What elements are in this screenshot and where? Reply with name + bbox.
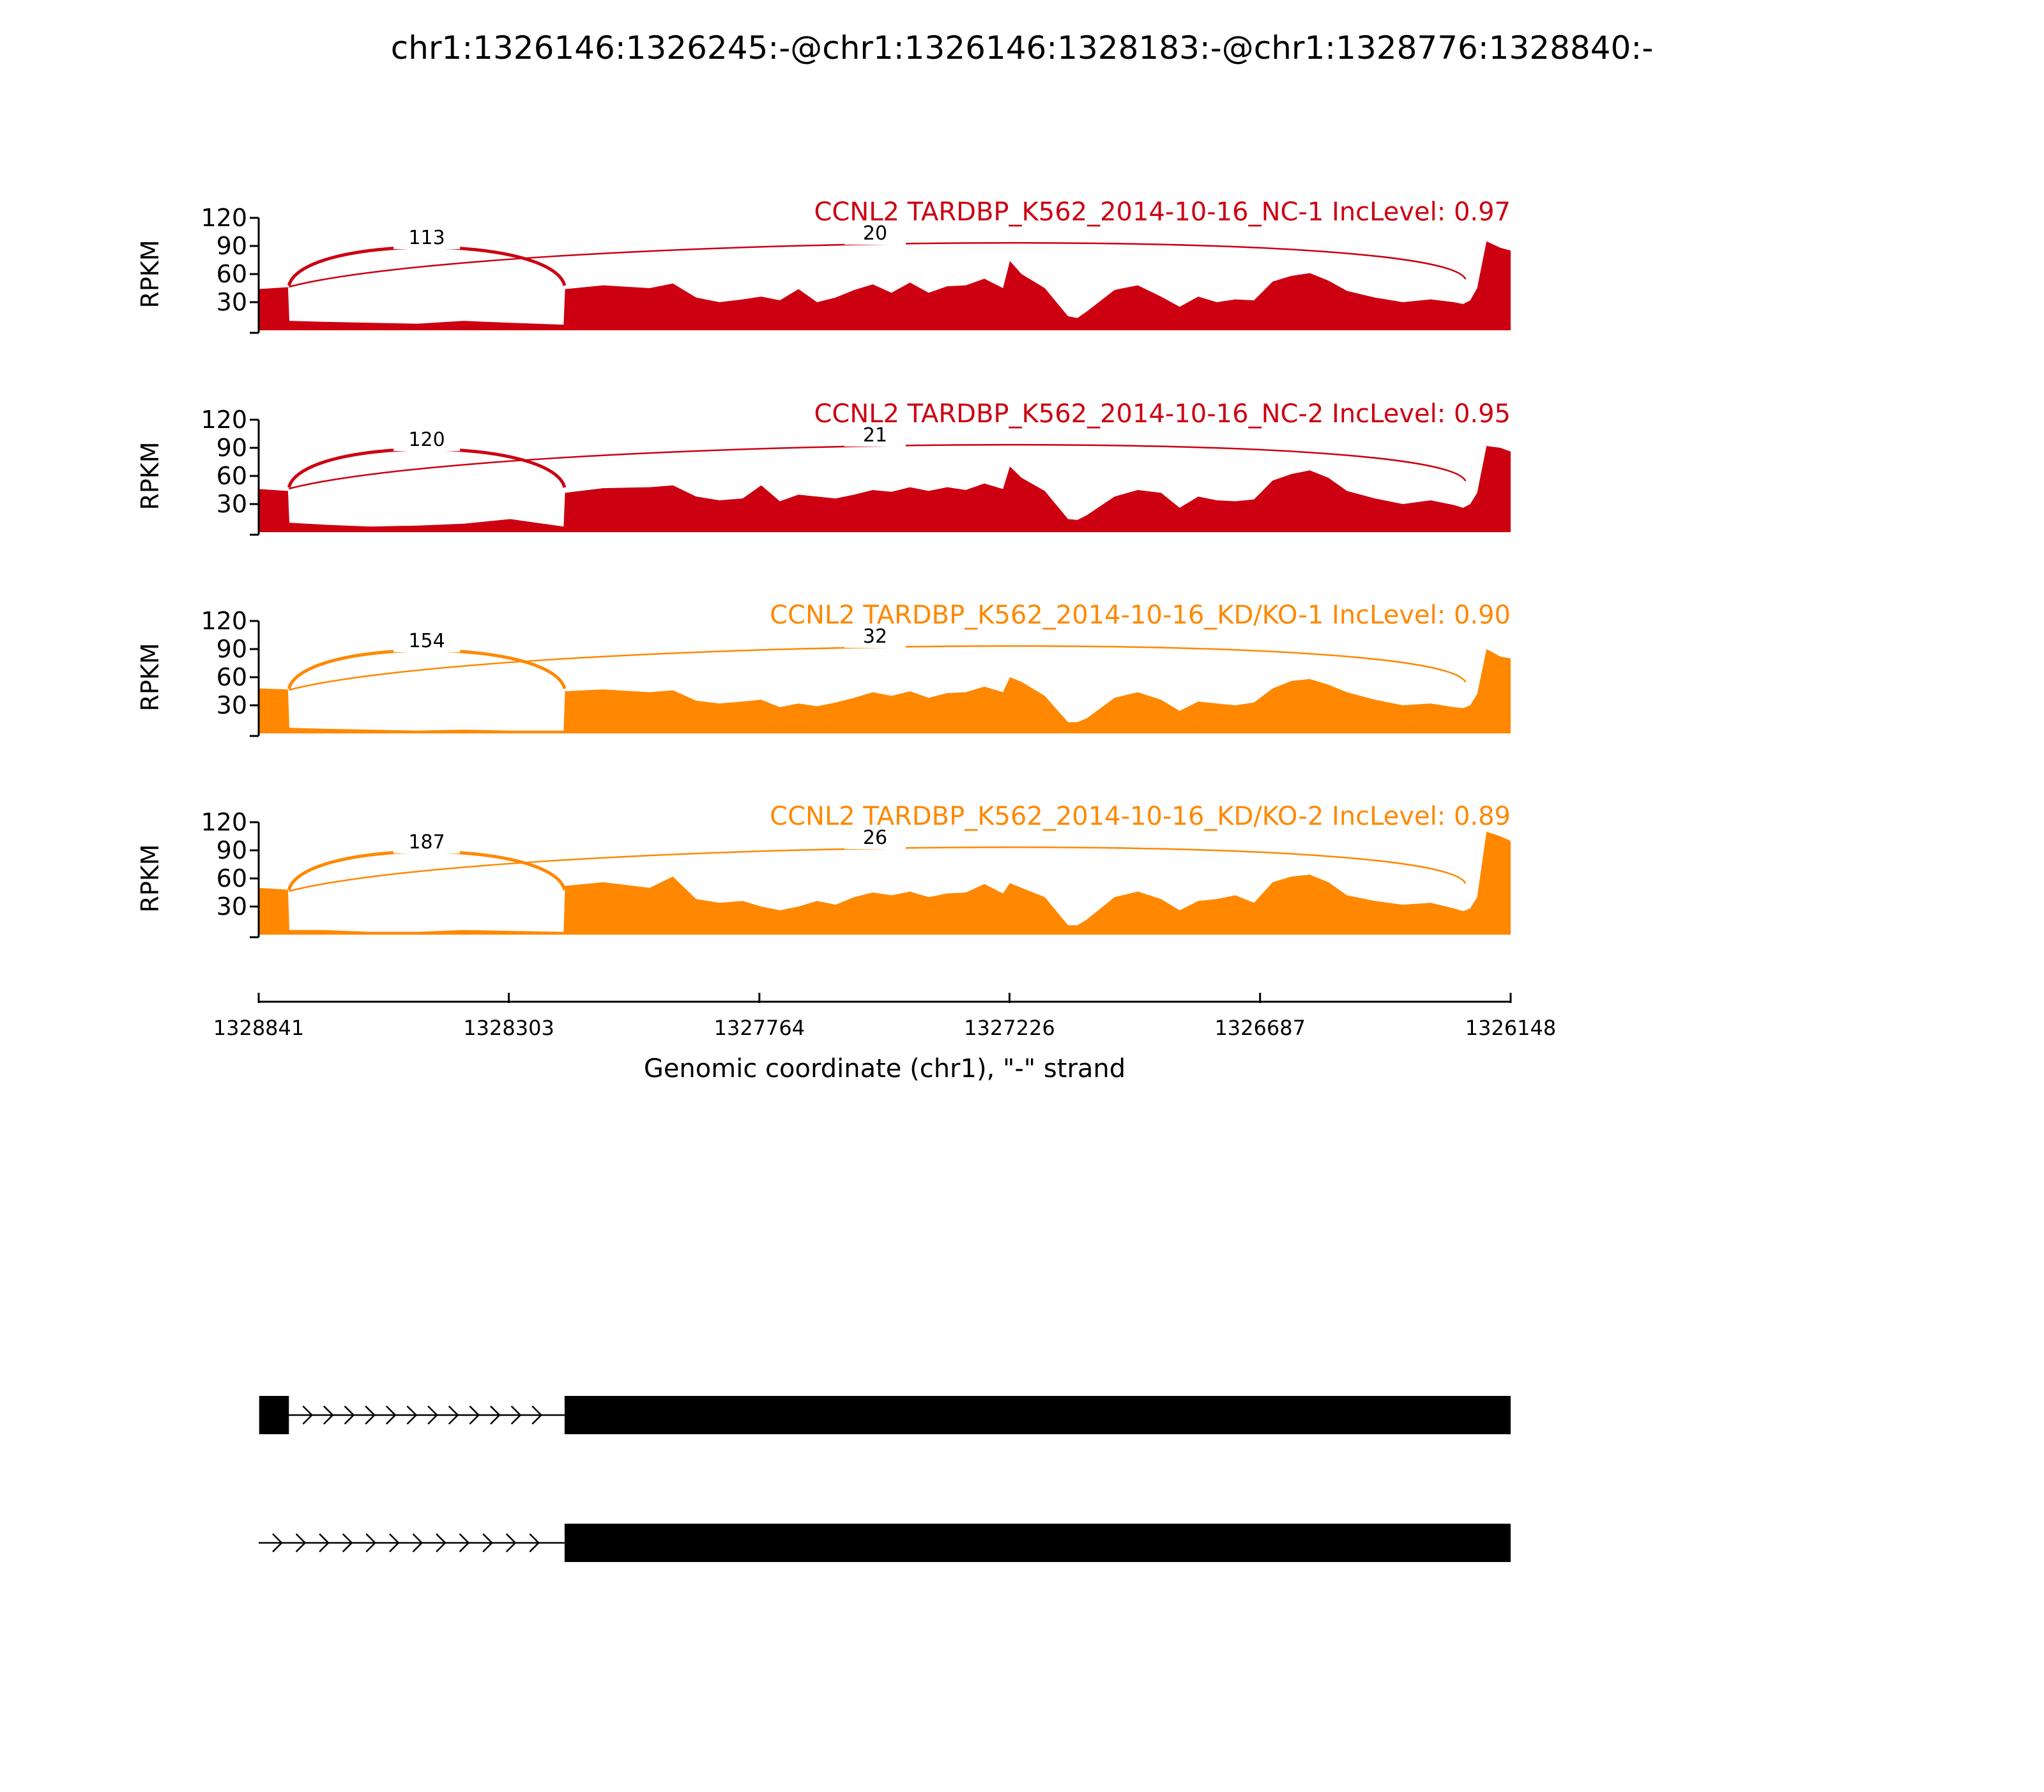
junction-count: 187: [408, 831, 445, 854]
strand-chevron: [344, 1405, 355, 1425]
y-tick-label: 120: [201, 808, 247, 836]
y-tick-label: 90: [217, 836, 247, 864]
chart-title: chr1:1326146:1326245:-@chr1:1326146:1328…: [391, 29, 1653, 66]
coverage-area: [259, 241, 1511, 330]
y-tick-label: 120: [201, 204, 247, 232]
y-axis-label: RPKM: [136, 643, 164, 711]
strand-chevron: [459, 1533, 470, 1552]
x-axis-label: Genomic coordinate (chr1), "-" strand: [644, 1054, 1125, 1084]
exon-block: [564, 1396, 1511, 1434]
junction-count: 21: [863, 424, 887, 447]
y-tick-label: 90: [217, 232, 247, 260]
junction-arc: [288, 645, 1467, 691]
strand-chevron: [388, 1533, 400, 1552]
junction-label-box: [844, 625, 906, 648]
strand-chevron: [448, 1405, 459, 1425]
y-tick-label: 90: [217, 434, 247, 462]
y-tick-label: 60: [217, 663, 247, 691]
y-tick-label: 60: [217, 260, 247, 288]
x-tick-label: 1327226: [964, 1016, 1055, 1040]
y-axis-label: RPKM: [136, 844, 164, 912]
junction-count: 26: [863, 827, 887, 849]
strand-chevron: [427, 1405, 438, 1425]
strand-chevron: [406, 1405, 418, 1425]
junction-label-box: [393, 225, 461, 249]
strand-chevron: [365, 1405, 376, 1425]
junction-label-box: [844, 424, 906, 447]
strand-chevron: [385, 1405, 397, 1425]
gene-model: [259, 1396, 1511, 1434]
junction-count: 20: [863, 222, 887, 245]
y-tick-label: 60: [217, 864, 247, 892]
coverage-area: [259, 649, 1511, 733]
strand-chevron: [272, 1533, 283, 1552]
junction-arc: [288, 241, 1467, 288]
y-tick-label: 60: [217, 462, 247, 490]
strand-chevron: [529, 1533, 540, 1552]
exon-block: [564, 1524, 1511, 1562]
strand-chevron: [412, 1533, 423, 1552]
y-tick-label: 30: [217, 288, 247, 316]
coverage-area: [259, 446, 1511, 532]
strand-chevron: [482, 1533, 493, 1552]
exon-block: [259, 1396, 289, 1434]
gene-model: [259, 1524, 1511, 1562]
strand-chevron: [365, 1533, 377, 1552]
junction-label-box: [393, 829, 461, 854]
strand-chevron: [323, 1405, 334, 1425]
junction-arc: [288, 443, 1467, 490]
strand-chevron: [436, 1533, 446, 1552]
junction-count: 113: [408, 227, 445, 249]
y-tick-label: 30: [217, 691, 247, 719]
y-tick-label: 120: [201, 406, 247, 434]
x-axis: 1328841 1328303 1327764 1327226 1326687 13261…: [213, 993, 1557, 1084]
x-tick-label: 1328303: [463, 1016, 554, 1040]
x-tick-label: 1327764: [714, 1016, 805, 1040]
y-tick-label: 30: [217, 892, 247, 921]
y-tick-label: 90: [217, 635, 247, 663]
junction-count: 120: [408, 429, 445, 451]
coverage-area: [259, 831, 1511, 935]
strand-chevron: [319, 1533, 330, 1552]
junction-label-box: [844, 826, 906, 849]
x-tick-label: 1326148: [1465, 1016, 1557, 1040]
junction-label-box: [844, 222, 906, 245]
strand-chevron: [469, 1405, 480, 1425]
x-tick-label: 1328841: [213, 1016, 305, 1040]
y-axis-label: RPKM: [136, 240, 164, 308]
sample-label: CCNL2 TARDBP_K562_2014-10-16_NC-1 IncLev…: [814, 197, 1511, 227]
strand-chevron: [490, 1405, 501, 1425]
junction-label-box: [393, 427, 461, 451]
junction-arc: [288, 846, 1467, 892]
junction-count: 154: [408, 630, 445, 652]
strand-chevron: [510, 1405, 522, 1425]
strand-chevron: [531, 1405, 543, 1425]
junction-count: 32: [863, 625, 887, 648]
y-axis-label: RPKM: [136, 441, 164, 510]
strand-chevron: [295, 1533, 307, 1552]
strand-chevron: [302, 1405, 314, 1425]
junction-label-box: [393, 628, 461, 652]
strand-chevron: [505, 1533, 517, 1552]
y-tick-label: 30: [217, 490, 247, 518]
x-tick-label: 1326687: [1214, 1016, 1306, 1040]
gene-models: [259, 1396, 1511, 1562]
strand-chevron: [342, 1533, 353, 1552]
y-tick-label: 120: [201, 607, 247, 635]
sample-label: CCNL2 TARDBP_K562_2014-10-16_NC-2 IncLev…: [814, 399, 1511, 429]
